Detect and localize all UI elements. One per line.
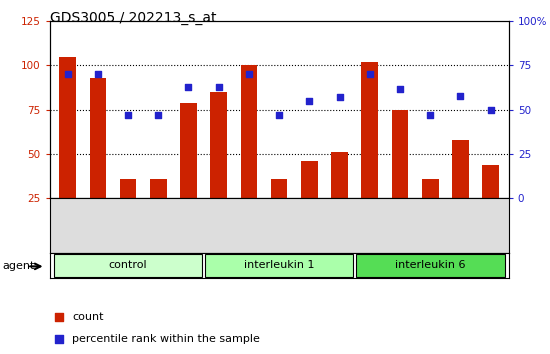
Bar: [120, 179, 136, 242]
Text: count: count: [73, 312, 104, 322]
Text: percentile rank within the sample: percentile rank within the sample: [73, 334, 260, 344]
Point: [94, 72, 102, 77]
Bar: [211, 92, 227, 242]
FancyBboxPatch shape: [205, 254, 354, 277]
Text: interleukin 6: interleukin 6: [395, 261, 465, 270]
Bar: [361, 62, 378, 242]
Text: agent: agent: [3, 261, 35, 271]
Point: [274, 112, 284, 118]
Point: [486, 107, 495, 113]
FancyBboxPatch shape: [356, 254, 504, 277]
Text: interleukin 1: interleukin 1: [244, 261, 315, 270]
Point: [124, 112, 133, 118]
Point: [54, 314, 63, 320]
Bar: [90, 78, 106, 242]
Point: [395, 86, 404, 91]
Bar: [240, 65, 257, 242]
Bar: [331, 152, 348, 242]
Bar: [301, 161, 318, 242]
Bar: [392, 110, 408, 242]
Text: GDS3005 / 202213_s_at: GDS3005 / 202213_s_at: [50, 11, 216, 25]
Point: [335, 95, 344, 100]
Point: [54, 336, 63, 342]
Bar: [150, 179, 167, 242]
Text: control: control: [109, 261, 147, 270]
Bar: [271, 179, 288, 242]
Bar: [452, 140, 469, 242]
Point: [184, 84, 193, 90]
Bar: [422, 179, 438, 242]
FancyBboxPatch shape: [54, 254, 202, 277]
Point: [456, 93, 465, 98]
Point: [365, 72, 374, 77]
Bar: [59, 57, 76, 242]
Point: [305, 98, 314, 104]
Bar: [180, 103, 197, 242]
Point: [63, 72, 72, 77]
Point: [426, 112, 434, 118]
Bar: [482, 165, 499, 242]
Point: [154, 112, 163, 118]
Point: [245, 72, 254, 77]
Point: [214, 84, 223, 90]
